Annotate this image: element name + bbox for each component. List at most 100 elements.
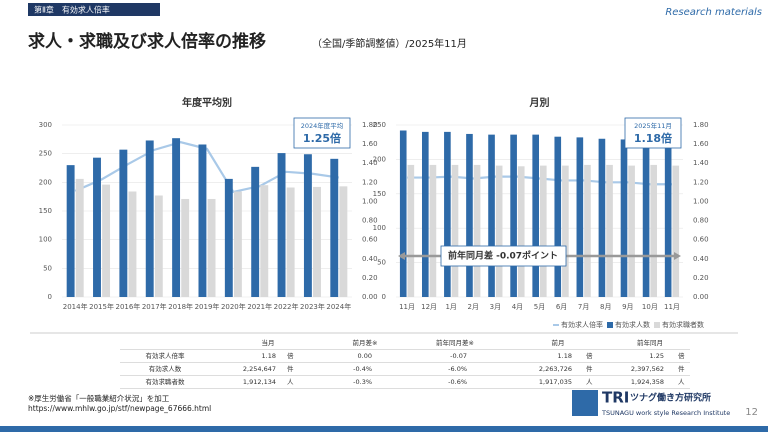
bar [277, 153, 286, 297]
y2-tick-label: 0.20 [362, 274, 378, 282]
bar [510, 134, 517, 297]
y-tick-label: 300 [39, 121, 52, 129]
table-cell: 2,254,647 [243, 365, 276, 373]
chart-title: 年度平均別 [182, 96, 232, 109]
y2-tick-label: 0.00 [362, 293, 378, 301]
logo-mark [572, 390, 598, 416]
bar [198, 144, 207, 297]
bar [102, 184, 111, 297]
x-tick-label: 2016年 [115, 302, 140, 311]
y2-tick-label: 1.40 [693, 159, 709, 167]
table-cell: 人 [586, 378, 593, 386]
x-tick-label: 5月 [534, 303, 545, 311]
x-tick-label: 11月 [399, 303, 415, 311]
x-tick-label: 2023年 [300, 302, 325, 311]
table-cell: 倍 [586, 351, 593, 360]
bar [233, 191, 242, 297]
callout-box [293, 117, 351, 149]
y-tick-label: 50 [43, 264, 52, 272]
x-tick-label: 2017年 [142, 302, 167, 311]
x-tick-label: 9月 [622, 303, 633, 311]
table-cell: 人 [678, 378, 685, 386]
bar [584, 164, 591, 297]
bar [154, 195, 163, 297]
bar [119, 149, 128, 297]
y2-tick-label: 1.60 [362, 140, 378, 148]
y2-tick-label: 0.80 [693, 217, 709, 225]
x-tick-label: 1月 [445, 303, 456, 311]
y-tick-label: 150 [39, 207, 52, 215]
y2-tick-label: 1.80 [362, 121, 378, 129]
y2-tick-label: 0.20 [693, 274, 709, 282]
y-tick-label: 200 [39, 178, 52, 186]
callout-value: 1.18倍 [634, 131, 672, 145]
y-tick-label: 50 [377, 259, 386, 267]
table-header: 前月 [552, 338, 565, 347]
bar [517, 166, 525, 297]
note: 前年同月差 -0.07ポイント [448, 250, 558, 262]
table-cell: -6.0% [448, 365, 467, 373]
bar [606, 164, 613, 297]
note-box [440, 245, 567, 267]
table-cell: 倍 [678, 351, 685, 360]
bar [260, 185, 269, 297]
chapter: 第Ⅱ章 有効求人倍率 [34, 5, 110, 15]
legend-label: 有効求職者数 [662, 320, 704, 329]
x-tick-label: 6月 [556, 303, 567, 311]
bar [532, 134, 540, 297]
x-tick-label: 11月 [664, 303, 680, 311]
bar [495, 165, 503, 297]
footer-bar [0, 426, 768, 432]
x-tick-label: 2月 [468, 303, 479, 311]
table-cell: -0.07 [450, 352, 467, 360]
legend-label: 有効求人倍率 [561, 320, 603, 329]
callout-box [624, 117, 682, 149]
bar [128, 191, 137, 297]
x-tick-label: 2021年 [247, 302, 272, 311]
bar [66, 165, 75, 297]
y-tick-label: 200 [373, 155, 386, 163]
x-tick-label: 2014年 [63, 302, 88, 311]
x-tick-label: 2020年 [221, 302, 246, 311]
y2-tick-label: 0.80 [362, 217, 378, 225]
y2-tick-label: 1.20 [362, 178, 378, 186]
table-cell: 有効求人数 [149, 364, 182, 373]
x-tick-label: 12月 [421, 303, 437, 311]
bar [451, 164, 459, 297]
table-cell: 件 [678, 364, 685, 373]
chart-title: 月別 [529, 96, 550, 109]
y-tick-label: 0 [382, 293, 386, 301]
bar [620, 139, 628, 297]
bar [93, 157, 101, 297]
subtitle: （全国/季節調整値）/2025年11月 [312, 37, 467, 50]
bar [598, 138, 606, 297]
table-header: 前年同月差※ [436, 338, 474, 347]
page-number: 12 [745, 407, 758, 418]
arrow-head [398, 252, 405, 260]
table-cell: 1,917,035 [539, 378, 572, 386]
title: 求人・求職及び求人倍率の推移 [28, 31, 266, 52]
table-cell: -0.6% [448, 378, 467, 386]
table-header: 前月差※ [353, 338, 378, 347]
org: ツナグ働き方研究所 [630, 392, 711, 404]
x-tick-label: 2024年 [326, 302, 351, 311]
callout-value: 1.25倍 [303, 131, 341, 145]
y2-tick-label: 1.60 [693, 140, 709, 148]
bar [181, 198, 190, 297]
x-tick-label: 2015年 [89, 302, 114, 311]
bar [330, 158, 339, 297]
table-cell: 件 [287, 364, 294, 373]
table-cell: 2,263,726 [539, 365, 572, 373]
y2-tick-label: 1.00 [693, 197, 709, 205]
x-tick-label: 2022年 [274, 302, 299, 311]
bar [650, 164, 658, 297]
x-tick-label: 2018年 [168, 302, 193, 311]
y2-tick-label: 1.80 [693, 121, 709, 129]
source-url[interactable]: https://www.mhlw.go.jp/stf/newpage_67666… [28, 404, 211, 413]
bar [429, 164, 437, 297]
table-cell: 件 [586, 364, 593, 373]
chapter-tag [28, 3, 160, 16]
line [74, 141, 339, 194]
legend-label: 有効求人数 [615, 320, 650, 329]
